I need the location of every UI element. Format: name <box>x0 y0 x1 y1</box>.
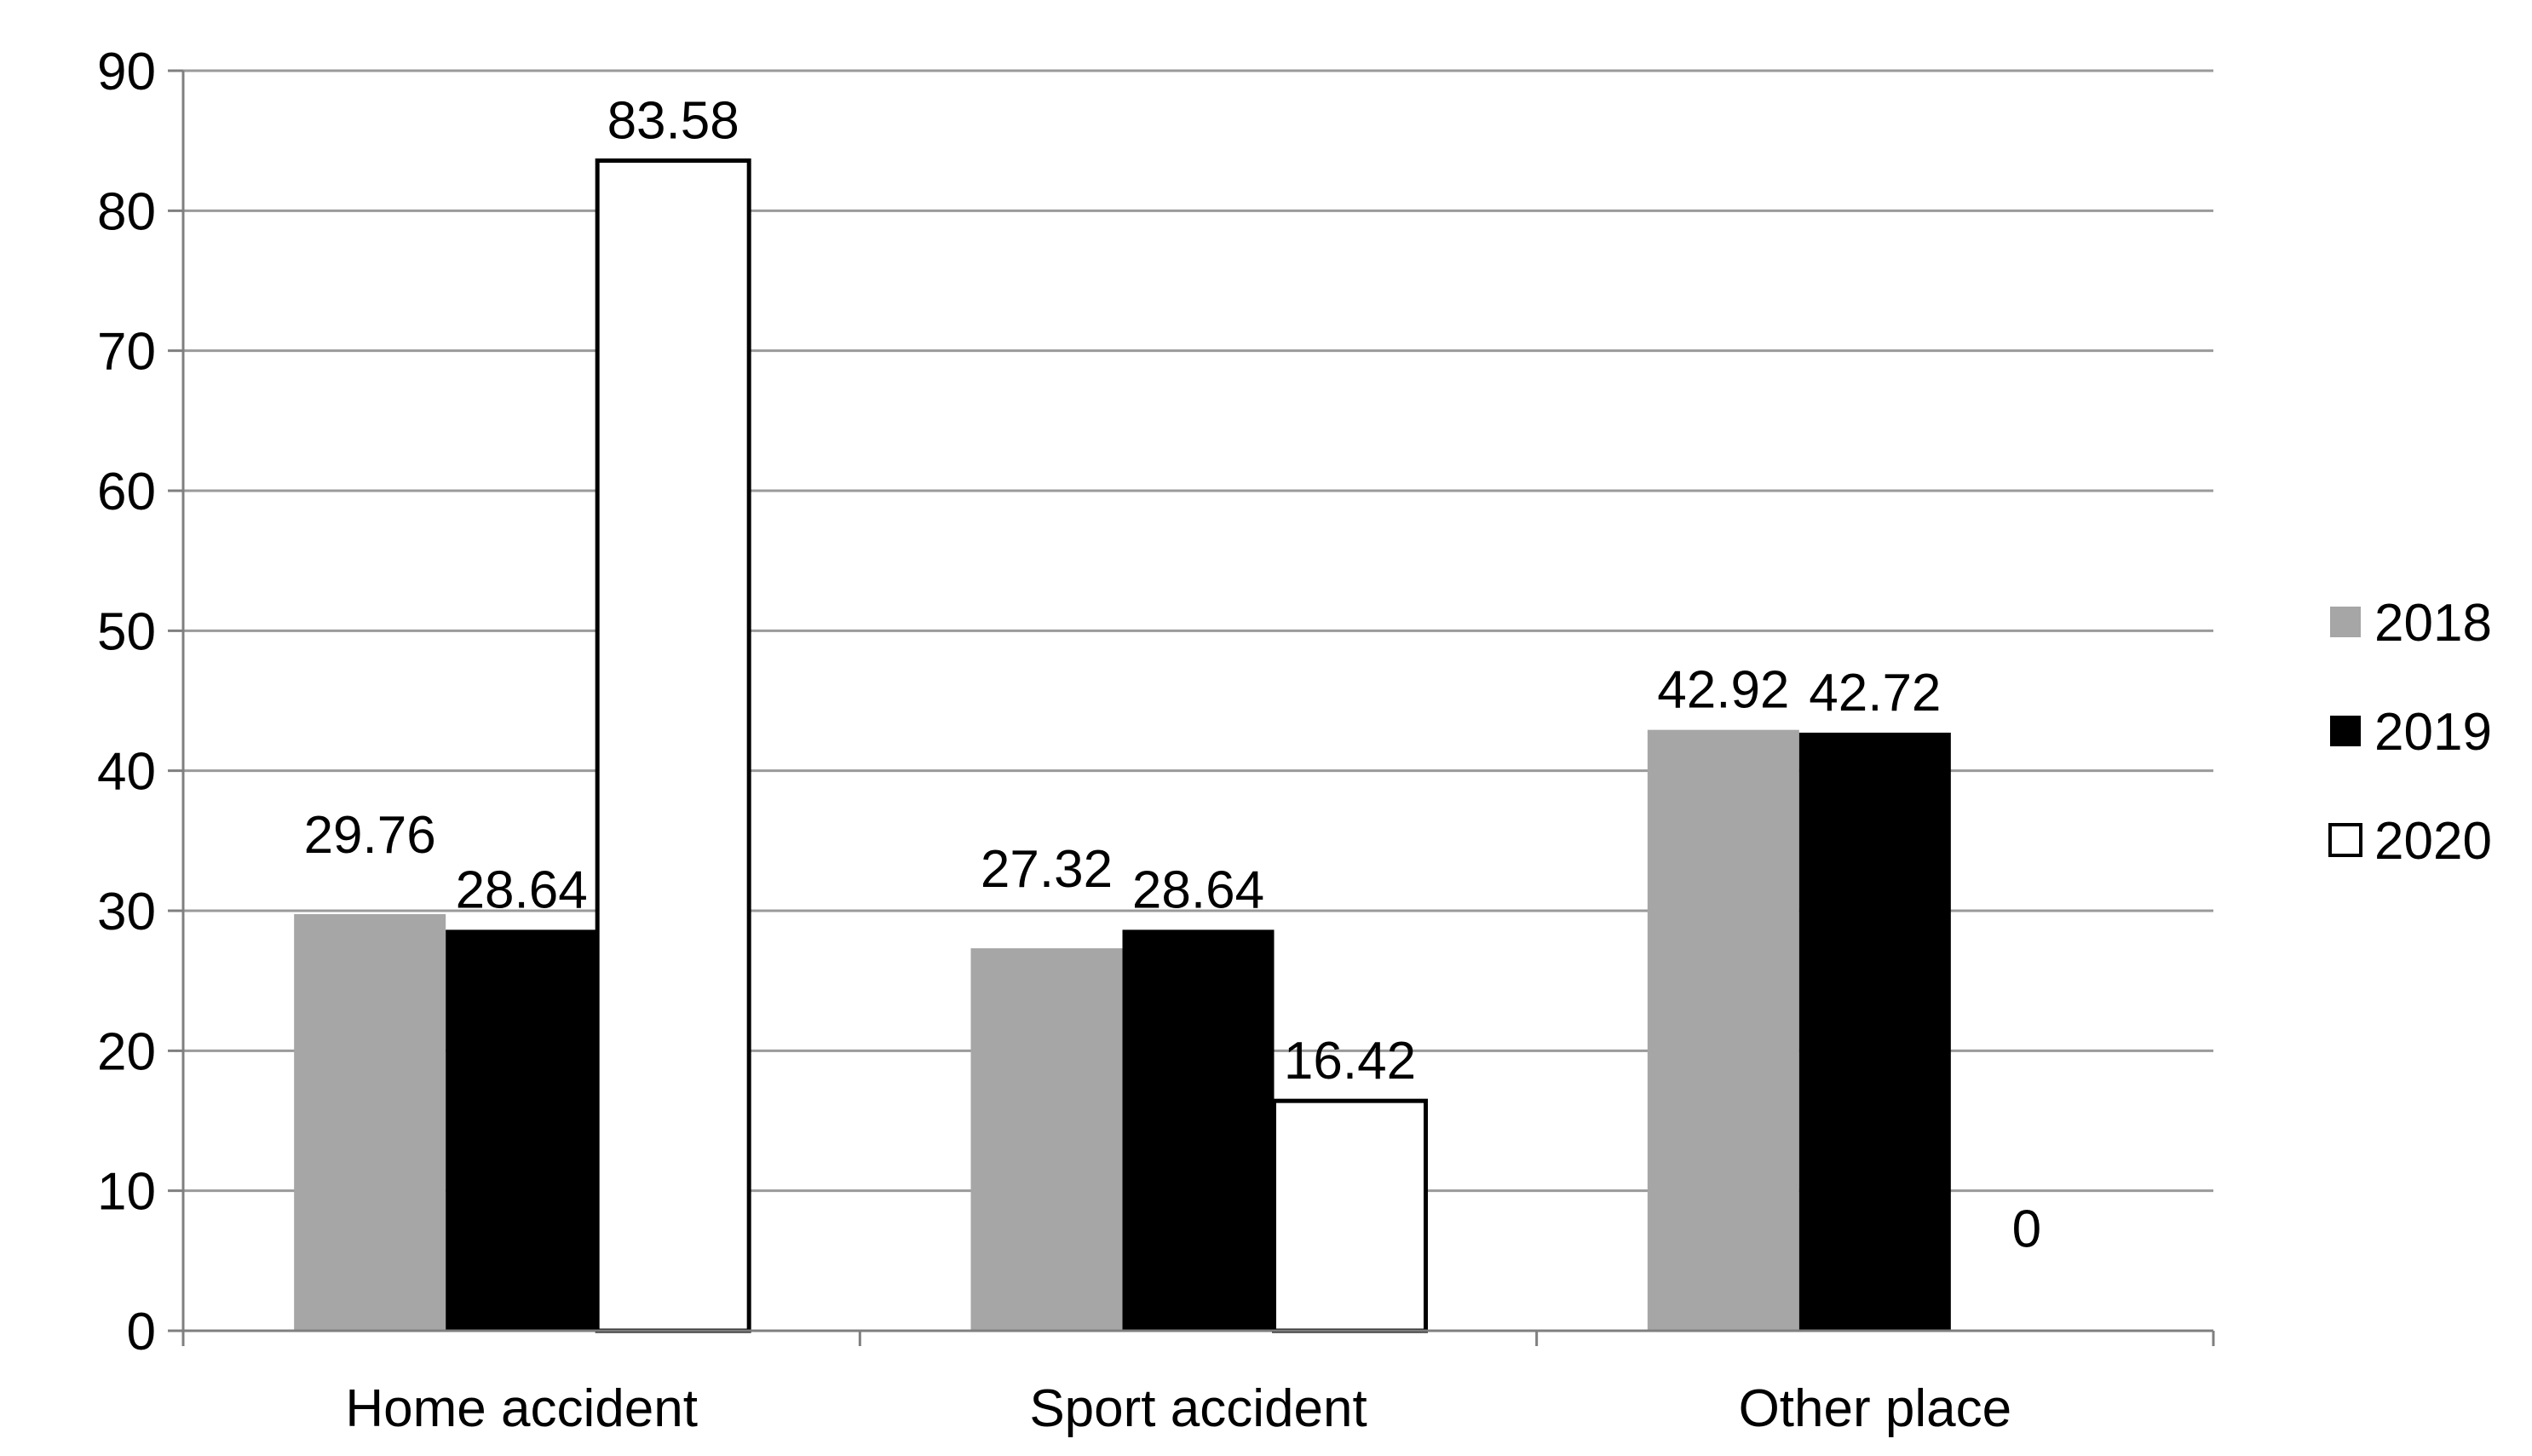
bar-2018-0 <box>294 913 446 1331</box>
legend-swatch <box>2330 607 2361 637</box>
bars <box>294 158 1951 1333</box>
legend: 2018 2019 2020 <box>2328 594 2492 871</box>
bar-2020-1 <box>1272 1098 1428 1333</box>
y-tick-label: 50 <box>97 602 156 661</box>
y-tick-label: 40 <box>97 743 156 802</box>
y-tick-label: 10 <box>97 1163 156 1222</box>
y-tick-label: 20 <box>97 1022 156 1081</box>
bar-2018-2 <box>1647 729 1799 1331</box>
x-category-label: Home accident <box>345 1379 698 1438</box>
legend-label: 2020 <box>2374 812 2492 871</box>
x-category-label: Other place <box>1739 1379 2012 1438</box>
data-label: 42.72 <box>1809 664 1941 722</box>
y-tick-label: 30 <box>97 883 156 941</box>
legend-label: 2018 <box>2374 594 2492 653</box>
bar-2019-0 <box>446 929 598 1331</box>
x-category-label: Sport accident <box>1029 1379 1367 1438</box>
bar-2019-2 <box>1798 732 1951 1331</box>
y-tick-label: 0 <box>127 1303 156 1361</box>
data-label: 28.64 <box>456 860 588 919</box>
data-label: 0 <box>2012 1200 2041 1258</box>
data-labels: 29.76 28.64 83.58 27.32 28.64 16.42 42.92 42.72… <box>304 92 2041 1259</box>
legend-label: 2019 <box>2374 703 2492 762</box>
data-label: 42.92 <box>1657 661 1789 720</box>
y-tick-label: 60 <box>97 463 156 521</box>
data-label: 83.58 <box>607 92 739 151</box>
legend-swatch <box>2330 716 2361 746</box>
y-tick-label: 90 <box>97 43 156 101</box>
data-label: 29.76 <box>304 806 436 865</box>
bar-2018-1 <box>970 948 1123 1331</box>
data-label: 28.64 <box>1132 860 1264 919</box>
legend-swatch <box>2328 823 2362 857</box>
bar-2020-0 <box>595 158 751 1333</box>
data-label: 27.32 <box>981 840 1113 899</box>
y-tick-label: 80 <box>97 182 156 241</box>
axes: 0 10 20 30 40 50 60 70 80 90 Home accident Sport ac… <box>97 43 2215 1438</box>
y-tick-label: 70 <box>97 323 156 382</box>
bar-2019-1 <box>1122 929 1275 1331</box>
data-label: 16.42 <box>1284 1032 1416 1091</box>
